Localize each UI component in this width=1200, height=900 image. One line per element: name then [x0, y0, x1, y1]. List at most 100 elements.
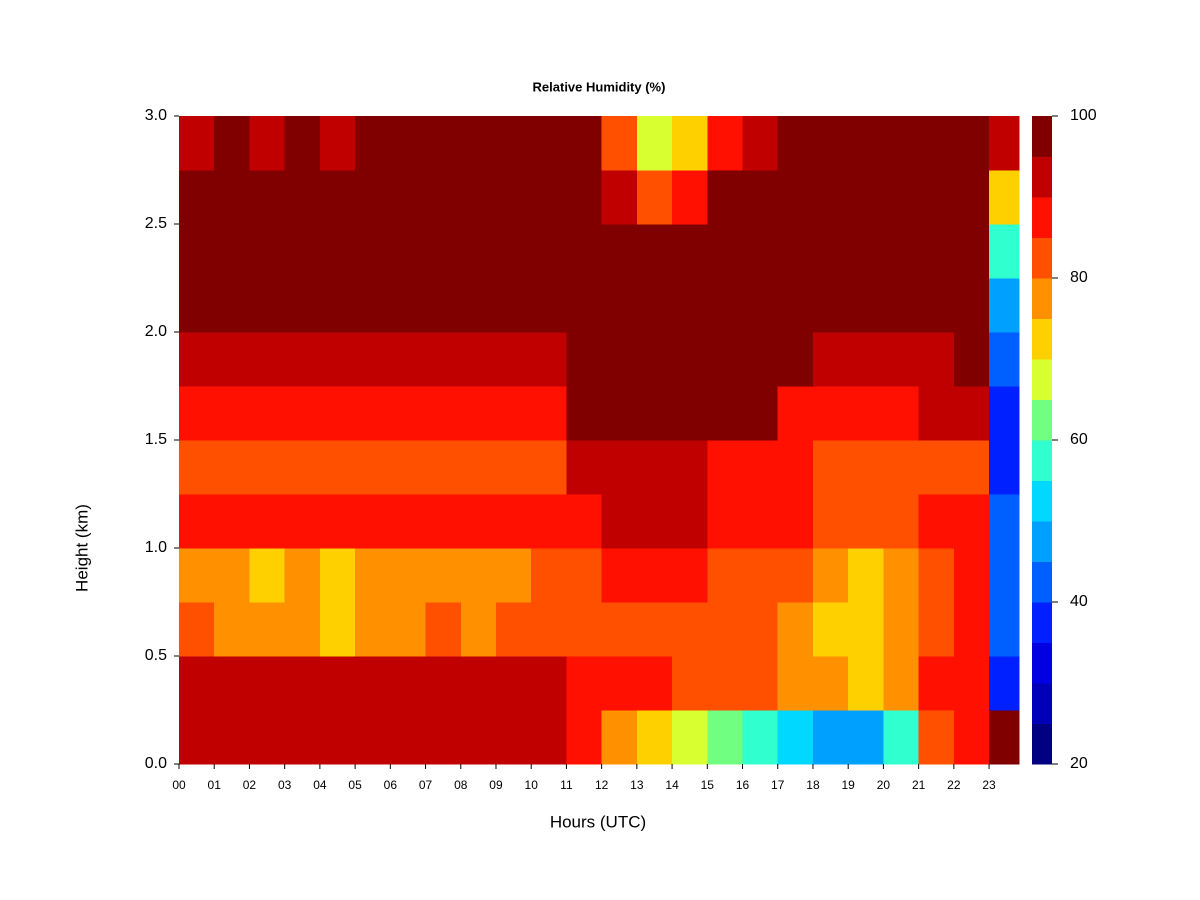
cell [355, 494, 391, 549]
colorbar-tick-label: 60 [1070, 431, 1088, 448]
cell [460, 656, 497, 711]
cell [989, 116, 1020, 171]
cell [284, 224, 321, 279]
cell [460, 170, 497, 225]
colorbar-band [1032, 561, 1052, 603]
cell [425, 494, 462, 549]
colorbar-tick-label: 80 [1070, 269, 1088, 286]
cell [284, 602, 321, 657]
cell [848, 170, 884, 225]
cell [883, 386, 920, 441]
cell [707, 332, 744, 387]
cell [601, 386, 638, 441]
cell [214, 116, 250, 171]
cell [601, 548, 638, 603]
cell [812, 224, 849, 279]
cell [249, 602, 286, 657]
colorbar-band [1032, 683, 1052, 724]
x-tick-label: 21 [912, 778, 926, 792]
cell [636, 548, 673, 603]
cell [918, 224, 955, 279]
x-axis-label: Hours (UTC) [550, 812, 646, 831]
cell [953, 170, 990, 225]
colorbar-band [1032, 278, 1052, 319]
cell [918, 332, 955, 387]
cell [918, 548, 955, 603]
cell [284, 170, 321, 225]
cell [601, 494, 638, 549]
cell [460, 116, 497, 171]
cell [495, 440, 532, 495]
cell [284, 494, 321, 549]
cell [707, 494, 744, 549]
cell [777, 440, 814, 495]
cell [812, 116, 849, 171]
cell [953, 656, 990, 711]
cell [179, 224, 215, 279]
cell [601, 440, 638, 495]
cell [425, 224, 462, 279]
cell [566, 278, 603, 333]
cell [355, 656, 391, 711]
cell [425, 548, 462, 603]
cell [848, 386, 884, 441]
cell [249, 548, 286, 603]
colorbar-band [1032, 440, 1052, 481]
cell [214, 602, 250, 657]
cell [742, 602, 779, 657]
colorbar-band [1032, 197, 1052, 238]
cell [390, 656, 427, 711]
cell [566, 116, 603, 171]
cell [777, 602, 814, 657]
colorbar-band [1032, 156, 1052, 198]
cell [284, 386, 321, 441]
cell [812, 602, 849, 657]
cell [918, 386, 955, 441]
colorbar-band [1032, 318, 1052, 360]
cell [319, 386, 356, 441]
x-tick-label: 20 [877, 778, 891, 792]
cell [319, 494, 356, 549]
y-tick-label: 2.5 [145, 215, 167, 232]
cell [707, 170, 744, 225]
cell [566, 224, 603, 279]
cell [918, 440, 955, 495]
cell [848, 656, 884, 711]
cell [284, 278, 321, 333]
cell [953, 602, 990, 657]
cell [672, 224, 708, 279]
cell [319, 548, 356, 603]
x-tick-label: 01 [208, 778, 222, 792]
cell [531, 440, 567, 495]
cell [284, 548, 321, 603]
cell [777, 710, 814, 765]
cell [636, 602, 673, 657]
cell [989, 332, 1020, 387]
cell [214, 494, 250, 549]
cell [531, 278, 567, 333]
x-tick-label: 14 [665, 778, 679, 792]
cell [707, 278, 744, 333]
cell [319, 710, 356, 765]
cell [883, 494, 920, 549]
y-tick-label: 3.0 [145, 107, 167, 124]
cell [636, 116, 673, 171]
cell [636, 656, 673, 711]
cell [812, 278, 849, 333]
cell [390, 170, 427, 225]
cell [989, 224, 1020, 279]
cell [425, 278, 462, 333]
cell [742, 710, 779, 765]
x-tick-label: 11 [560, 778, 573, 792]
cell [179, 602, 215, 657]
cell [355, 386, 391, 441]
cell [636, 278, 673, 333]
cell [425, 710, 462, 765]
cell [425, 170, 462, 225]
cell [179, 116, 215, 171]
x-tick-label: 04 [313, 778, 327, 792]
cell [214, 656, 250, 711]
cell [953, 386, 990, 441]
cell [284, 710, 321, 765]
